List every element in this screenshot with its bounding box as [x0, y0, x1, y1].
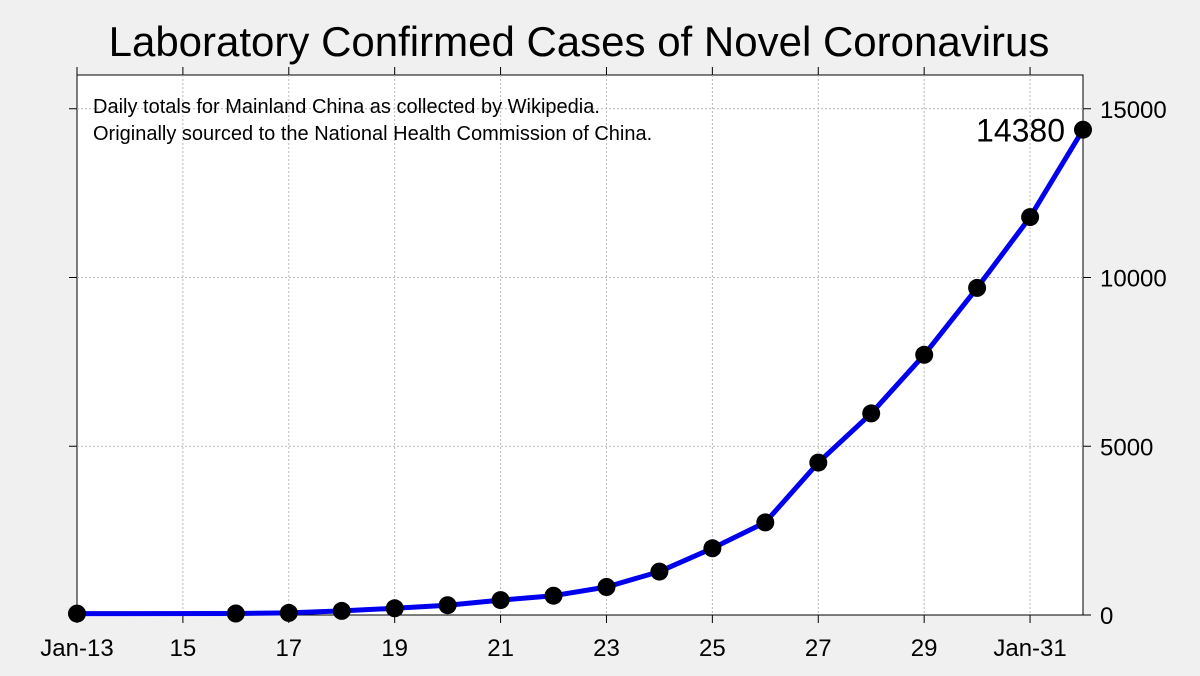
y-tick-label: 5000 — [1100, 434, 1153, 461]
data-point — [862, 404, 881, 423]
data-point — [332, 601, 351, 620]
data-point — [385, 599, 404, 618]
data-point — [438, 596, 457, 615]
y-tick-label: 15000 — [1100, 97, 1167, 124]
chart-title: Laboratory Confirmed Cases of Novel Coro… — [109, 18, 1050, 65]
x-tick-label: 17 — [275, 635, 302, 662]
data-point — [68, 604, 86, 623]
grid-lines — [77, 75, 1083, 615]
data-points — [68, 120, 1092, 623]
annotation-line-1: Daily totals for Mainland China as colle… — [93, 96, 600, 118]
data-point — [491, 591, 510, 610]
annotation-line-2: Originally sourced to the National Healt… — [93, 123, 652, 145]
x-tick-label: 21 — [487, 635, 514, 662]
end-value-label: 14380 — [976, 113, 1065, 149]
y-tick-label: 0 — [1100, 603, 1113, 630]
x-tick-label: 19 — [381, 635, 408, 662]
x-tick-label: 15 — [170, 635, 197, 662]
plot-area — [76, 74, 1084, 616]
data-point — [279, 603, 298, 622]
y-tick-label: 10000 — [1100, 266, 1167, 293]
x-tick-label: 25 — [699, 635, 726, 662]
x-tick-label: Jan-31 — [993, 635, 1066, 662]
data-point — [1021, 208, 1040, 227]
data-point — [650, 562, 669, 581]
x-tick-label: 29 — [911, 635, 938, 662]
x-tick-label: 27 — [805, 635, 832, 662]
data-point — [544, 586, 563, 605]
data-point — [597, 578, 616, 596]
x-tick-label: Jan-13 — [40, 635, 113, 662]
data-point — [915, 345, 934, 364]
data-point — [756, 513, 775, 532]
data-point — [703, 539, 722, 558]
data-point — [226, 604, 245, 623]
axis-ticks: Jan-13 15 17 19 21 23 25 27 29 Jan-31 0 5000 10000 15… — [40, 67, 1167, 662]
data-point — [809, 453, 828, 472]
x-tick-label: 23 — [593, 635, 620, 662]
data-point — [968, 278, 987, 297]
data-point — [1074, 120, 1092, 139]
